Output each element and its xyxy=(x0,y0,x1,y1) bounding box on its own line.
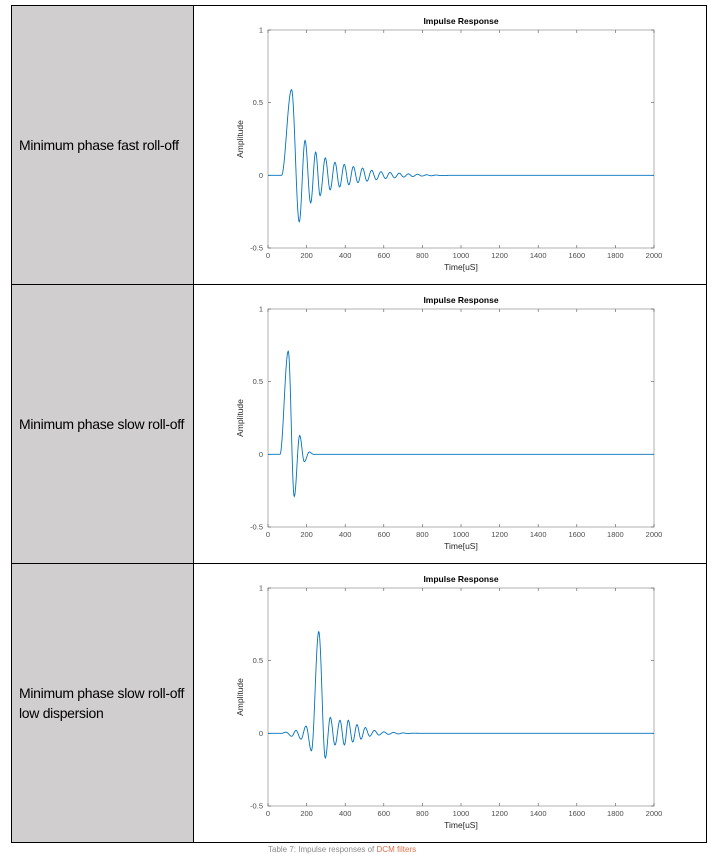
y-tick-label: 0.5 xyxy=(253,656,263,665)
row-label-cell: Minimum phase fast roll-off xyxy=(11,5,194,285)
x-tick-label: 0 xyxy=(266,809,270,818)
chart-cell: 0 200 400 600 800 1000 1200 1400 1600 1800 2000 -0.… xyxy=(193,563,707,843)
x-tick-label: 800 xyxy=(416,251,429,260)
x-tick-label: 2000 xyxy=(646,809,663,818)
x-axis-label: Time[uS] xyxy=(444,820,478,830)
x-tick-label: 400 xyxy=(339,809,352,818)
chart-cell: 0 200 400 600 800 1000 1200 1400 1600 1800 2000 -0.… xyxy=(193,5,707,285)
y-tick-label: -0.5 xyxy=(250,244,263,253)
plot-area xyxy=(267,308,655,528)
y-tick-label: 1 xyxy=(259,305,263,314)
x-tick-label: 1200 xyxy=(491,530,508,539)
x-tick-label: 1600 xyxy=(568,251,585,260)
plot-area xyxy=(267,29,655,249)
x-tick-label: 1200 xyxy=(491,809,508,818)
chart-title: Impulse Response xyxy=(423,16,498,26)
impulse-response-line xyxy=(268,630,654,760)
x-tick-label: 200 xyxy=(300,809,313,818)
x-tick-label: 1400 xyxy=(530,251,547,260)
row-label-cell: Minimum phase slow roll-off xyxy=(11,284,194,564)
chart-title: Impulse Response xyxy=(423,295,498,305)
filter-table: Minimum phase fast roll-off 0 200 400 600 80… xyxy=(11,5,707,843)
row-label: Minimum phase fast roll-off xyxy=(12,135,193,155)
x-tick-label: 1800 xyxy=(607,809,624,818)
x-tick-label: 1400 xyxy=(530,809,547,818)
x-tick-label: 0 xyxy=(266,251,270,260)
impulse-response-line xyxy=(268,350,654,498)
table-row: Minimum phase slow roll-off 0 200 400 600 80… xyxy=(11,284,707,564)
row-label-text: low dispersion xyxy=(19,705,104,721)
row-label-cell: Minimum phase slow roll-off low dispersio… xyxy=(11,563,194,843)
row-label: Minimum phase slow roll-off low dispersio… xyxy=(12,683,193,723)
x-tick-label: 1200 xyxy=(491,251,508,260)
row-label-text: Minimum phase slow roll-off xyxy=(19,685,185,701)
x-tick-label: 800 xyxy=(416,809,429,818)
chart-cell: 0 200 400 600 800 1000 1200 1400 1600 1800 2000 -0.… xyxy=(193,284,707,564)
y-tick-label: 0.5 xyxy=(253,377,263,386)
x-tick-label: 1000 xyxy=(453,809,470,818)
row-label-text: Minimum phase fast roll-off xyxy=(19,137,179,153)
x-tick-label: 600 xyxy=(378,530,391,539)
y-tick-label: 0.5 xyxy=(253,98,263,107)
y-tick-label: -0.5 xyxy=(250,523,263,532)
x-tick-label: 400 xyxy=(339,530,352,539)
x-tick-label: 2000 xyxy=(646,530,663,539)
x-tick-label: 200 xyxy=(300,530,313,539)
x-tick-label: 800 xyxy=(416,530,429,539)
x-tick-label: 1800 xyxy=(607,251,624,260)
x-tick-label: 1400 xyxy=(530,530,547,539)
x-tick-label: 1600 xyxy=(568,809,585,818)
impulse-response-chart: 0 200 400 600 800 1000 1200 1400 1600 1800 2000 -0.… xyxy=(235,295,663,551)
y-axis-label: Amplitude xyxy=(235,399,245,437)
x-tick-label: 600 xyxy=(378,809,391,818)
chart-title: Impulse Response xyxy=(423,574,498,584)
x-tick-label: 1800 xyxy=(607,530,624,539)
table-row: Minimum phase fast roll-off 0 200 400 600 80… xyxy=(11,5,707,285)
x-tick-label: 1000 xyxy=(453,251,470,260)
table-row: Minimum phase slow roll-off low dispersio… xyxy=(11,563,707,843)
x-tick-label: 0 xyxy=(266,530,270,539)
x-tick-label: 1600 xyxy=(568,530,585,539)
x-axis-label: Time[uS] xyxy=(444,262,478,272)
x-tick-label: 1000 xyxy=(453,530,470,539)
x-tick-label: 400 xyxy=(339,251,352,260)
impulse-response-chart: 0 200 400 600 800 1000 1200 1400 1600 1800 2000 -0.… xyxy=(235,16,663,272)
impulse-response-chart: 0 200 400 600 800 1000 1200 1400 1600 1800 2000 -0.… xyxy=(235,574,663,830)
row-label-text: Minimum phase slow roll-off xyxy=(19,416,185,432)
y-axis-label: Amplitude xyxy=(235,120,245,158)
y-axis-label: Amplitude xyxy=(235,678,245,716)
y-tick-label: 1 xyxy=(259,26,263,35)
x-tick-label: 200 xyxy=(300,251,313,260)
x-tick-label: 2000 xyxy=(646,251,663,260)
x-axis-label: Time[uS] xyxy=(444,541,478,551)
x-tick-label: 600 xyxy=(378,251,391,260)
caption-prefix: Table 7: Impulse responses of xyxy=(268,845,377,854)
y-tick-label: 1 xyxy=(259,584,263,593)
y-tick-label: 0 xyxy=(259,171,263,180)
caption-highlight: DCM filters xyxy=(376,845,417,854)
y-tick-label: 0 xyxy=(259,729,263,738)
plot-area xyxy=(267,587,655,807)
y-tick-label: 0 xyxy=(259,450,263,459)
y-tick-label: -0.5 xyxy=(250,802,263,811)
row-label: Minimum phase slow roll-off xyxy=(12,414,193,434)
impulse-response-line xyxy=(268,88,654,223)
table-caption: Table 7: Impulse responses of DCM filter… xyxy=(268,845,416,854)
